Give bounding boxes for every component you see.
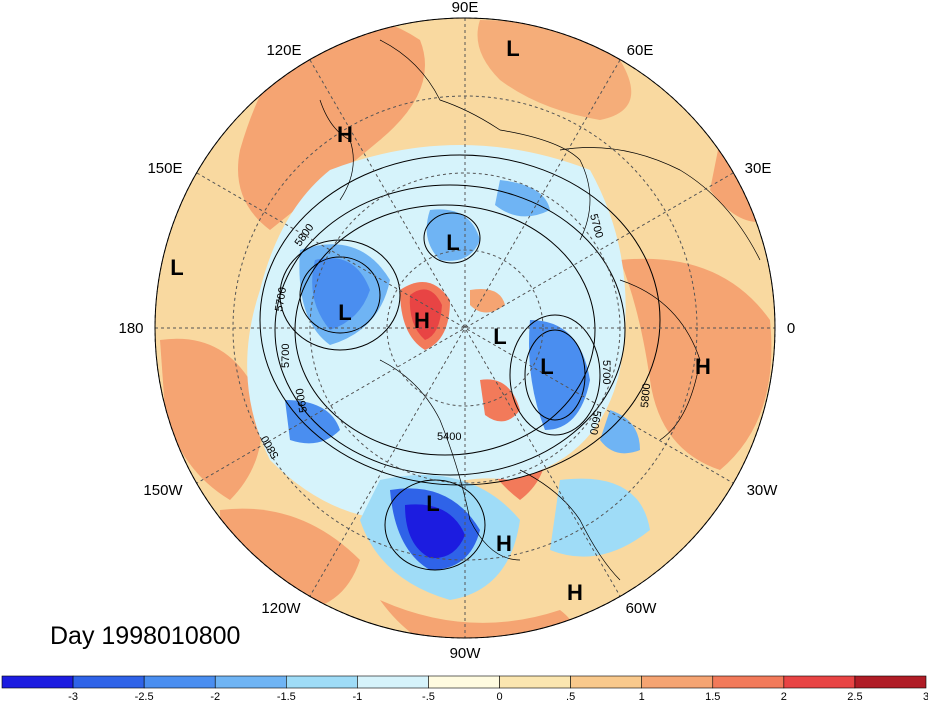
high-center-label: H [496,531,512,556]
low-center-label: L [446,230,459,255]
colorbar-tick-label: 3 [923,691,928,702]
contour-label: 5700 [280,344,292,368]
colorbar-tick-label: -3 [68,691,78,702]
low-center-label: L [506,36,519,61]
colorbar-swatch [214,675,287,689]
lon-label: 120E [266,42,301,59]
lon-label: 60W [626,600,658,617]
lon-label: 30E [745,160,772,177]
colorbar-swatch [854,675,927,689]
low-center-label: L [426,491,439,516]
colorbar-tick-label: -1 [352,691,362,702]
colorbar-swatch [72,675,145,689]
lon-label: 180 [118,320,143,337]
high-center-label: H [414,308,430,333]
colorbar: -3 -2.5 -2 -1.5 -1 -.5 0 .5 1 1.5 2 2.5 3 [1,675,928,702]
colorbar-swatch [357,675,429,689]
colorbar-tick-label: 2 [781,691,787,702]
lon-label: 120W [261,600,301,617]
colorbar-tick-label: -.5 [422,691,435,702]
map-border [154,17,776,639]
lon-label: 150E [147,160,182,177]
colorbar-swatch [783,675,856,689]
colorbar-tick-label: .5 [566,691,575,702]
coastlines [319,39,761,581]
colorbar-swatch [499,675,571,689]
lon-label: 90W [450,645,482,662]
pressure-centers: L L L L L L L H H H H H [170,36,711,605]
low-center-label: L [493,324,506,349]
day-label: Day 1998010800 [50,622,240,650]
colorbar-tick-label: 0 [496,691,502,702]
contour-label: 5400 [437,431,461,443]
lon-label: 150W [143,482,183,499]
lon-label: 90E [452,0,479,16]
colorbar-tick-label: 1.5 [705,691,720,702]
colorbar-swatch [712,675,785,689]
colorbar-tick-label: -2 [210,691,220,702]
colorbar-tick-label: -2.5 [135,691,154,702]
low-center-label: L [170,255,183,280]
colorbar-swatch [428,675,500,689]
colorbar-tick-label: 1 [639,691,645,702]
high-center-label: H [337,122,353,147]
colorbar-tick-label: -1.5 [277,691,296,702]
colorbar-swatch [286,675,358,689]
high-center-label: H [695,354,711,379]
low-center-label: L [540,354,553,379]
height-contours [259,154,661,571]
longitude-labels: 90E 60E 30E 0 30W 60W 90W 120W 150W 180 … [118,0,795,662]
contour-label: 5800 [639,383,653,408]
colorbar-swatch [570,675,642,689]
colorbar-swatch [1,675,74,689]
contour-label: 5600 [294,387,310,413]
lon-label: 60E [627,42,654,59]
lon-label: 0 [787,320,795,337]
lon-label: 30W [747,482,779,499]
colorbar-swatch [641,675,714,689]
contour-label: 5600 [587,409,603,435]
high-center-label: H [567,580,583,605]
colorbar-tick-label: 2.5 [847,691,862,702]
colorbar-swatch [143,675,216,689]
contour-label: 5700 [273,286,289,312]
low-center-label: L [338,300,351,325]
contour-label: 5700 [600,360,612,384]
